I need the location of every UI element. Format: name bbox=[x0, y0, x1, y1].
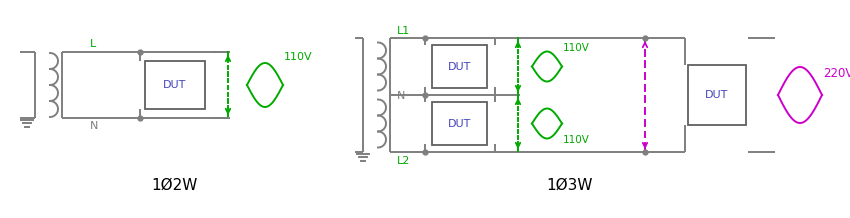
Text: L1: L1 bbox=[397, 26, 411, 36]
Text: 110V: 110V bbox=[563, 135, 590, 145]
Text: N: N bbox=[90, 121, 99, 131]
Text: DUT: DUT bbox=[448, 61, 472, 72]
Text: N: N bbox=[397, 91, 405, 101]
Bar bbox=[145, 61, 205, 109]
Bar bbox=[688, 65, 746, 125]
Text: 110V: 110V bbox=[563, 43, 590, 53]
Text: L2: L2 bbox=[397, 156, 411, 166]
Bar bbox=[433, 45, 488, 88]
Text: L: L bbox=[90, 39, 96, 49]
Text: DUT: DUT bbox=[706, 90, 728, 100]
Text: 1Ø3W: 1Ø3W bbox=[547, 177, 593, 192]
Text: DUT: DUT bbox=[163, 80, 187, 90]
Text: 110V: 110V bbox=[284, 52, 313, 62]
Text: 1Ø2W: 1Ø2W bbox=[152, 177, 198, 192]
Bar bbox=[433, 102, 488, 145]
Text: 220V: 220V bbox=[823, 66, 850, 80]
Text: DUT: DUT bbox=[448, 119, 472, 128]
